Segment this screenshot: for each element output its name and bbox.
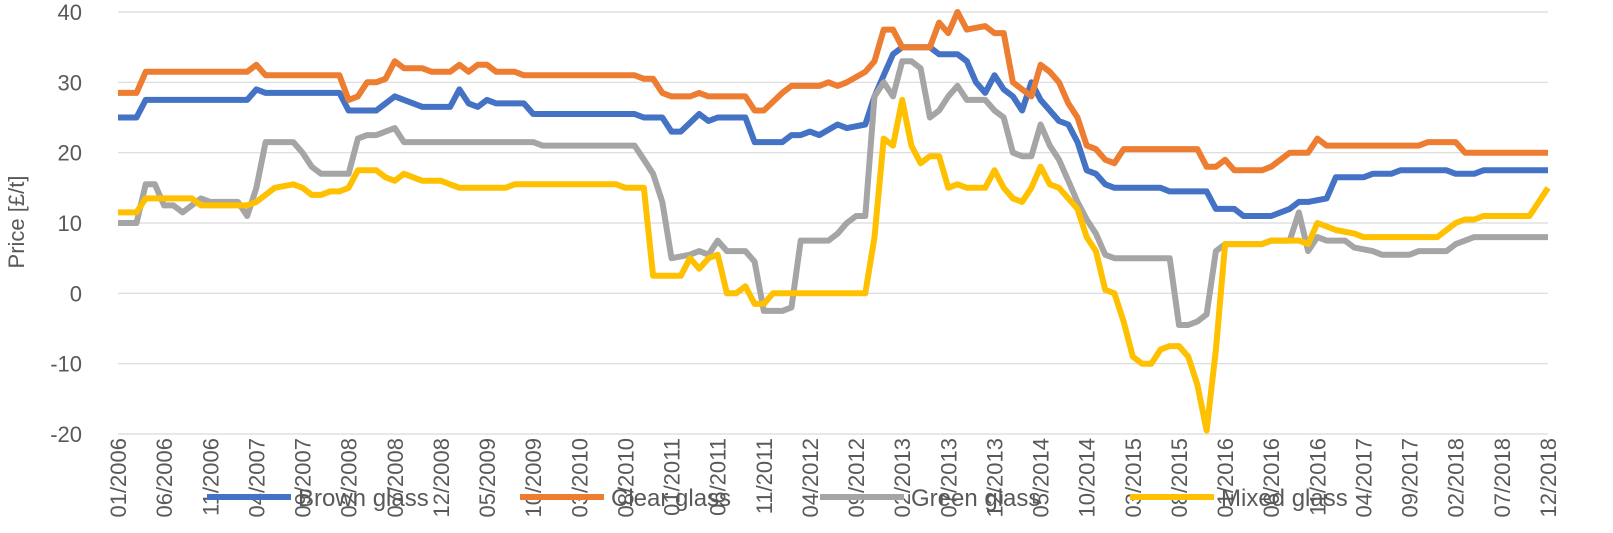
series-line-clear-glass xyxy=(118,9,1548,174)
y-tick-label: 0 xyxy=(70,281,82,306)
x-tick-label: 01/2016 xyxy=(1213,438,1238,518)
y-tick-label: -20 xyxy=(50,422,82,447)
x-tick-label: 08/2010 xyxy=(613,438,638,518)
x-tick-label: 12/2013 xyxy=(982,438,1007,518)
y-tick-label: 30 xyxy=(58,70,82,95)
x-tick-label: 11/2006 xyxy=(198,438,223,516)
y-tick-label: -10 xyxy=(50,352,82,377)
legend-item: Brown glass xyxy=(207,485,429,512)
x-tick-label: 05/2009 xyxy=(475,438,500,518)
x-tick-label: 01/2011 xyxy=(660,438,685,516)
x-tick-label: 06/2016 xyxy=(1259,438,1284,518)
x-tick-label: 03/2015 xyxy=(1121,438,1146,518)
x-tick-label: 12/2018 xyxy=(1536,438,1561,518)
x-tick-label: 02/2008 xyxy=(337,438,362,518)
legend-label: Green glass xyxy=(911,485,1040,512)
x-tick-label: 11/2016 xyxy=(1305,438,1330,516)
x-tick-label: 11/2011 xyxy=(752,438,777,514)
y-tick-label: 10 xyxy=(58,211,82,236)
legend-item: Green glass xyxy=(820,485,1040,512)
x-tick-label: 01/2006 xyxy=(106,438,131,518)
y-tick-label: 40 xyxy=(58,0,82,25)
x-tick-label: 07/2018 xyxy=(1490,438,1515,518)
legend-label: Mixed glass xyxy=(1221,485,1348,512)
x-tick-label: 10/2009 xyxy=(521,438,546,518)
x-tick-label: 07/2008 xyxy=(383,438,408,518)
x-axis-ticks: 01/2006 06/2006 11/2006 04/2007 09/2007 02/20… xyxy=(106,438,1561,518)
x-tick-label: 08/2015 xyxy=(1167,438,1192,518)
x-tick-label: 07/2013 xyxy=(936,438,961,518)
x-tick-label: 02/2018 xyxy=(1444,438,1469,518)
x-tick-label: 04/2007 xyxy=(244,438,269,518)
legend: Brown glass Clear glass Green glass Mixed g… xyxy=(207,485,1348,512)
legend-item: Clear glass xyxy=(520,485,731,512)
x-tick-label: 02/2013 xyxy=(890,438,915,518)
x-tick-label: 09/2007 xyxy=(291,438,316,518)
y-tick-label: 20 xyxy=(58,141,82,166)
x-tick-label: 12/2008 xyxy=(429,438,454,518)
x-tick-label: 09/2012 xyxy=(844,438,869,518)
x-tick-label: 06/2006 xyxy=(152,438,177,518)
x-tick-label: 03/2010 xyxy=(567,438,592,518)
x-tick-label: 04/2017 xyxy=(1351,438,1376,518)
legend-label: Clear glass xyxy=(611,485,731,512)
series-line-mixed-glass xyxy=(118,96,1551,434)
x-tick-label: 04/2012 xyxy=(798,438,823,518)
legend-item: Mixed glass xyxy=(1130,485,1348,512)
legend-label: Brown glass xyxy=(298,485,429,512)
x-tick-label: 06/2011 xyxy=(706,438,731,516)
y-axis-title: Price [£/t] xyxy=(4,176,29,269)
x-tick-label: 05/2014 xyxy=(1029,438,1054,518)
x-tick-label: 09/2017 xyxy=(1398,438,1423,518)
x-tick-label: 10/2014 xyxy=(1075,438,1100,518)
series-lines xyxy=(118,9,1551,434)
y-axis-ticks: -20 -10 0 10 20 30 40 xyxy=(50,0,82,447)
